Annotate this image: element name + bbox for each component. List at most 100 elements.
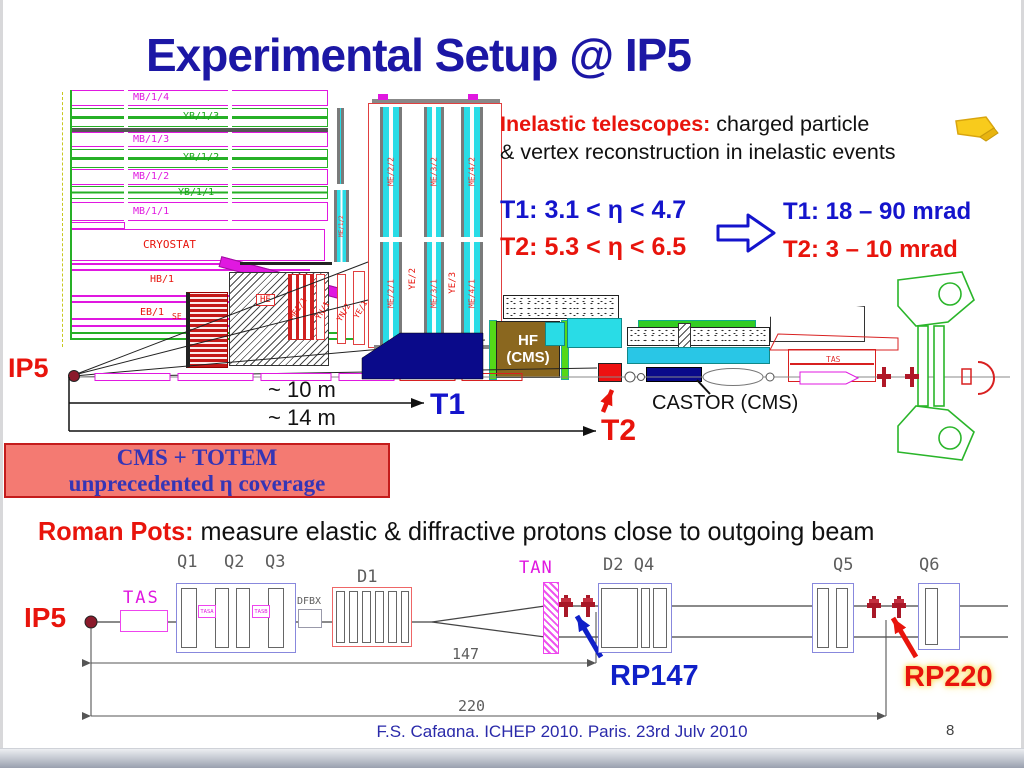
tower-me41: ME/4/1 [461, 242, 483, 345]
label-mb11: MB/1/1 [133, 206, 170, 217]
me12-tower: ME/1/2 [334, 190, 349, 262]
t1-mrad-range: T1: 18 – 90 mrad [783, 198, 972, 225]
label-t2: T2 [601, 414, 637, 447]
tasa-box: TASA [198, 605, 216, 618]
yellow-dashed-edge [62, 92, 63, 347]
column-gap [228, 89, 232, 222]
shield-speckle [627, 327, 770, 346]
highlighter-icon [955, 116, 999, 142]
viewer-bottom-bar [0, 748, 1024, 768]
d1-magnet [388, 591, 397, 643]
label-castor: CASTOR (CMS) [652, 392, 799, 414]
q4b-magnet [653, 588, 667, 648]
label-ip5-cms: IP5 [8, 353, 49, 383]
tas-box [120, 610, 168, 632]
label-rp147: RP147 [610, 660, 699, 692]
beam-pipe [80, 368, 1010, 386]
q6-magnet [925, 588, 938, 645]
label-q1: Q1 [177, 552, 198, 572]
separator-bar [70, 128, 328, 132]
coverage-line1: CMS + TOTEM [116, 445, 278, 471]
q3-magnet [268, 588, 284, 648]
label-mb12: MB/1/2 [133, 171, 170, 182]
tower-me22: ME/2/2 [380, 107, 402, 237]
label-cryostat: CRYOSTAT [143, 238, 196, 251]
footer-credit: F.S. Cafagna, ICHEP 2010, Paris, 23rd Ju… [376, 722, 748, 741]
label-tasb: TASB [254, 608, 268, 615]
d1-magnet [349, 591, 358, 643]
page-number: 8 [946, 722, 955, 739]
tower-me42: ME/4/2 [461, 107, 483, 237]
label-10m: ~ 10 m [268, 377, 336, 402]
tan-absorber [543, 582, 559, 654]
label-ip5-beamline: IP5 [24, 602, 67, 633]
viewer-edge-right [1021, 0, 1024, 768]
label-tasa: TASA [200, 608, 214, 615]
label-d2q4: D2 Q4 [603, 555, 655, 575]
d1-magnet [362, 591, 371, 643]
t2-mrad-range: T2: 3 – 10 mrad [783, 236, 958, 263]
endcap-top-cap [372, 99, 500, 103]
yn1-column [316, 274, 325, 340]
column-gap [124, 89, 128, 222]
hb-line [70, 269, 310, 271]
label-q5: Q5 [833, 555, 854, 575]
acceptance-cone-lines [73, 261, 598, 378]
label-dfbx: DFBX [297, 596, 322, 607]
eb-line [70, 318, 280, 320]
d2-magnet [601, 588, 638, 648]
inelastic-note-line2: & vertex reconstruction in inelastic eve… [500, 140, 896, 164]
ip5-dot [68, 370, 80, 382]
label-yb12: YB/1/2 [183, 152, 220, 163]
label-yb11: YB/1/1 [178, 187, 215, 198]
q5-magnet [817, 588, 829, 648]
beamline-dimensions [82, 612, 887, 720]
label-mb14: MB/1/4 [133, 92, 170, 103]
label-rp220: RP220 [904, 661, 993, 693]
inelastic-note-line1: Inelastic telescopes: charged particle [500, 112, 869, 137]
ye1-column [353, 271, 365, 345]
q4-magnet [641, 588, 650, 648]
label-q6: Q6 [919, 555, 940, 575]
cyan-block [567, 318, 622, 348]
hb-line [70, 301, 290, 303]
implies-arrow [716, 213, 776, 253]
inelastic-lead: Inelastic telescopes: [500, 112, 711, 136]
tower-me32: ME/3/2 [424, 107, 444, 237]
label-tas-beamline: TAS [123, 588, 160, 608]
label-hf: HF [518, 332, 538, 349]
viewer-edge-left [0, 0, 3, 768]
beamline-fittings [769, 333, 995, 395]
t2-arrow [600, 389, 615, 413]
ip5-dot-beamline [84, 615, 98, 629]
slide-edge-clip [0, 737, 1024, 748]
label-yb13: YB/1/3 [183, 111, 220, 122]
se-block [186, 292, 228, 368]
t1-eta-range: T1: 3.1 < η < 4.7 [500, 196, 687, 224]
label-d1: D1 [357, 567, 378, 587]
label-dim-147: 147 [452, 645, 480, 663]
castor-pointer-line [696, 379, 711, 395]
d1-assembly [332, 587, 412, 647]
magenta-cap [468, 94, 478, 100]
rp147-arrow [574, 614, 604, 659]
shield-speckle-top [503, 295, 619, 319]
d1-magnet [375, 591, 384, 643]
label-se: SE [172, 312, 182, 321]
tas-line [790, 363, 874, 365]
magenta-cap [378, 94, 388, 100]
label-tan: TAN [519, 558, 553, 578]
shield-cyan-bar [627, 347, 770, 364]
label-dim-220: 220 [458, 697, 486, 715]
roman-pots-lead: Roman Pots: [38, 516, 194, 546]
label-hf-cms: (CMS) [506, 348, 550, 366]
rp220-arrow [890, 616, 919, 659]
q5b-magnet [836, 588, 848, 648]
label-q3: Q3 [265, 552, 286, 572]
tasb-box: TASB [252, 605, 270, 618]
green-edge [70, 90, 72, 340]
inelastic-rest: charged particle [710, 112, 870, 136]
d1-magnet [336, 591, 345, 643]
